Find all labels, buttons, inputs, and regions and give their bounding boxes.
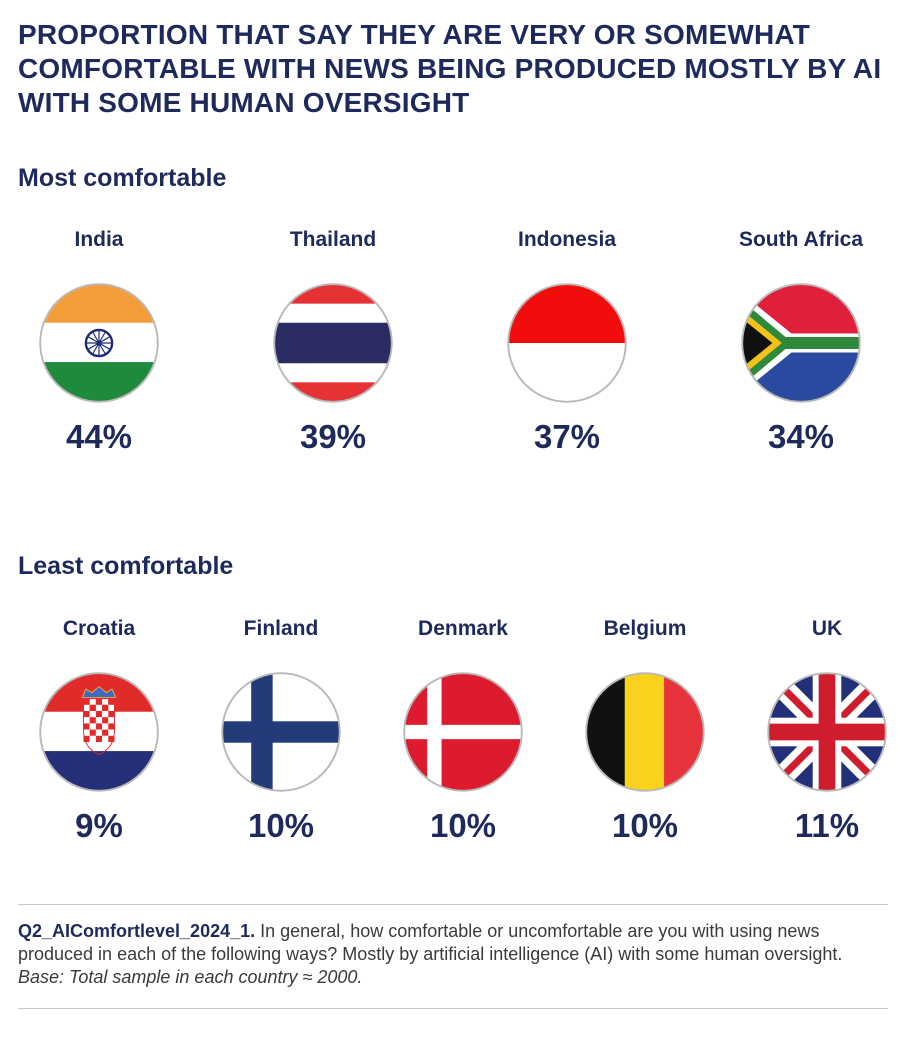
country-item-south-africa: South Africa 34%: [711, 226, 891, 457]
country-label: India: [74, 228, 124, 251]
chart-title: PROPORTION THAT SAY THEY ARE VERY OR SOM…: [18, 19, 882, 118]
footnote-base: Base: Total sample in each country ≈ 200…: [18, 967, 363, 987]
country-label: Thailand: [289, 228, 377, 251]
percentage-value: 39%: [299, 418, 367, 455]
section-heading-least: Least comfortable: [18, 552, 234, 580]
percentage-value: 34%: [767, 418, 835, 455]
croatia-flag-icon: [37, 670, 161, 794]
india-flag-icon: [37, 281, 161, 405]
country-item-finland: Finland 10%: [191, 615, 371, 846]
south-africa-flag-icon: [739, 281, 863, 405]
country-label: Belgium: [603, 617, 687, 640]
country-item-belgium: Belgium 10%: [555, 615, 735, 846]
country-label: Denmark: [418, 617, 508, 640]
uk-flag-icon: [765, 670, 889, 794]
thailand-flag-icon: [271, 281, 395, 405]
percentage-value: 10%: [429, 807, 497, 844]
footnote-top-divider: [18, 904, 888, 905]
footnote-question-text: In general, how comfortable or uncomfort…: [18, 921, 843, 964]
footnote-question-id: Q2_AIComfortlevel_2024_1.: [18, 921, 256, 941]
country-item-thailand: Thailand 39%: [243, 226, 423, 457]
country-item-indonesia: Indonesia 37%: [477, 226, 657, 457]
country-item-uk: UK 11%: [737, 615, 906, 846]
country-label: South Africa: [738, 228, 864, 251]
denmark-flag-icon: [401, 670, 525, 794]
country-item-india: India 44%: [9, 226, 189, 457]
belgium-flag-icon: [583, 670, 707, 794]
country-label: UK: [811, 617, 843, 640]
section-heading-most: Most comfortable: [18, 164, 227, 192]
footnote-bottom-divider: [18, 1008, 888, 1009]
country-item-denmark: Denmark 10%: [373, 615, 553, 846]
percentage-value: 10%: [247, 807, 315, 844]
percentage-value: 37%: [533, 418, 601, 455]
footnote: Q2_AIComfortlevel_2024_1. In general, ho…: [18, 920, 888, 989]
country-item-croatia: Croatia 9%: [9, 615, 189, 846]
percentage-value: 9%: [75, 807, 123, 844]
country-label: Indonesia: [517, 228, 617, 251]
indonesia-flag-icon: [505, 281, 629, 405]
percentage-value: 10%: [611, 807, 679, 844]
percentage-value: 44%: [65, 418, 133, 455]
country-label: Finland: [243, 617, 319, 640]
percentage-value: 11%: [794, 807, 860, 844]
finland-flag-icon: [219, 670, 343, 794]
country-label: Croatia: [62, 617, 136, 640]
